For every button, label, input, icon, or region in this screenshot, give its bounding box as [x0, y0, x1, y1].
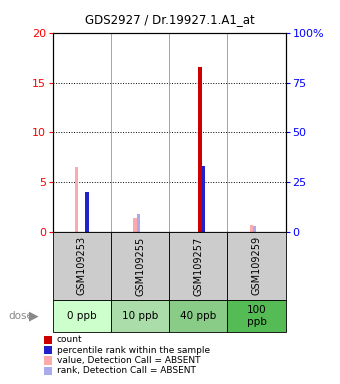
Text: 10 ppb: 10 ppb	[122, 311, 158, 321]
Text: 0 ppb: 0 ppb	[67, 311, 97, 321]
Bar	[137, 214, 140, 232]
Text: 40 ppb: 40 ppb	[180, 311, 216, 321]
Bar	[111, 232, 169, 300]
Text: GSM109259: GSM109259	[252, 237, 261, 295]
Text: GSM109255: GSM109255	[135, 236, 145, 296]
Bar	[53, 300, 111, 332]
Bar	[75, 167, 78, 232]
Text: rank, Detection Call = ABSENT: rank, Detection Call = ABSENT	[57, 366, 195, 376]
Text: value, Detection Call = ABSENT: value, Detection Call = ABSENT	[57, 356, 200, 365]
Bar	[85, 192, 89, 232]
Text: dose: dose	[8, 311, 33, 321]
Bar	[198, 66, 202, 232]
Text: percentile rank within the sample: percentile rank within the sample	[57, 346, 210, 355]
Text: ▶: ▶	[29, 310, 38, 322]
Bar	[111, 300, 169, 332]
Bar	[169, 232, 227, 300]
Bar	[133, 218, 137, 232]
Bar	[227, 232, 286, 300]
Bar	[227, 300, 286, 332]
Text: GDS2927 / Dr.19927.1.A1_at: GDS2927 / Dr.19927.1.A1_at	[85, 13, 255, 26]
Text: 100
ppb: 100 ppb	[246, 305, 267, 327]
Bar	[53, 232, 111, 300]
Bar	[253, 226, 256, 232]
Text: count: count	[57, 335, 82, 344]
Text: GSM109257: GSM109257	[193, 236, 203, 296]
Bar	[202, 166, 205, 232]
Text: GSM109253: GSM109253	[77, 237, 87, 295]
Bar	[169, 300, 227, 332]
Bar	[250, 225, 253, 232]
